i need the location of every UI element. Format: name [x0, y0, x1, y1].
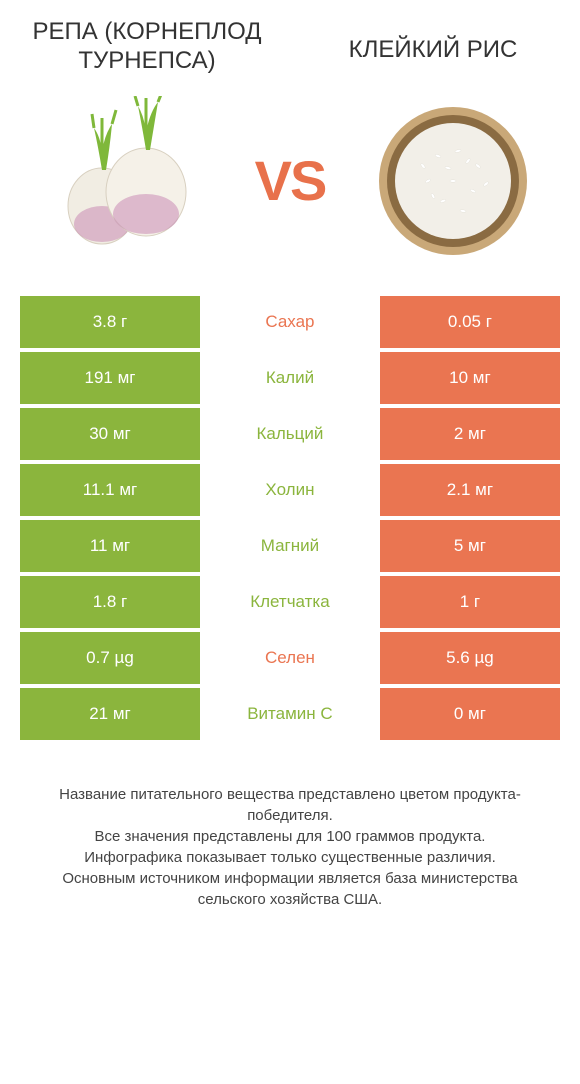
comparison-table: 3.8 гСахар0.05 г191 мгКалий10 мг30 мгКал…: [0, 296, 580, 740]
table-row: 11.1 мгХолин2.1 мг: [20, 464, 560, 516]
left-value: 191 мг: [20, 352, 200, 404]
left-value: 11.1 мг: [20, 464, 200, 516]
nutrient-label: Сахар: [200, 296, 380, 348]
right-value: 1 г: [380, 576, 560, 628]
header: РЕПА (КОРНЕПЛОД ТУРНЕПСА) КЛЕЙКИЙ РИС: [0, 0, 580, 86]
table-row: 191 мгКалий10 мг: [20, 352, 560, 404]
nutrient-label: Холин: [200, 464, 380, 516]
turnip-icon: [42, 96, 212, 266]
rice-bowl-icon: [368, 96, 538, 266]
right-value: 2.1 мг: [380, 464, 560, 516]
left-food-title: РЕПА (КОРНЕПЛОД ТУРНЕПСА): [30, 18, 264, 76]
nutrient-label: Магний: [200, 520, 380, 572]
right-value: 2 мг: [380, 408, 560, 460]
nutrient-label: Витамин C: [200, 688, 380, 740]
left-value: 1.8 г: [20, 576, 200, 628]
table-row: 11 мгМагний5 мг: [20, 520, 560, 572]
right-value: 0.05 г: [380, 296, 560, 348]
footer-note: Название питательного вещества представл…: [0, 744, 580, 910]
right-value: 5.6 µg: [380, 632, 560, 684]
left-value: 3.8 г: [20, 296, 200, 348]
right-value: 0 мг: [380, 688, 560, 740]
table-row: 1.8 гКлетчатка1 г: [20, 576, 560, 628]
vs-label: VS: [255, 148, 326, 213]
footer-line: Основным источником информации является …: [30, 868, 550, 910]
right-food-title: КЛЕЙКИЙ РИС: [316, 18, 550, 76]
table-row: 30 мгКальций2 мг: [20, 408, 560, 460]
nutrient-label: Кальций: [200, 408, 380, 460]
left-value: 30 мг: [20, 408, 200, 460]
nutrient-label: Клетчатка: [200, 576, 380, 628]
table-row: 3.8 гСахар0.05 г: [20, 296, 560, 348]
left-value: 0.7 µg: [20, 632, 200, 684]
nutrient-label: Калий: [200, 352, 380, 404]
footer-line: Инфографика показывает только существенн…: [30, 847, 550, 868]
table-row: 21 мгВитамин C0 мг: [20, 688, 560, 740]
right-value: 10 мг: [380, 352, 560, 404]
right-value: 5 мг: [380, 520, 560, 572]
left-value: 11 мг: [20, 520, 200, 572]
table-row: 0.7 µgСелен5.6 µg: [20, 632, 560, 684]
footer-line: Все значения представлены для 100 граммо…: [30, 826, 550, 847]
nutrient-label: Селен: [200, 632, 380, 684]
left-value: 21 мг: [20, 688, 200, 740]
footer-line: Название питательного вещества представл…: [30, 784, 550, 826]
images-row: VS: [0, 86, 580, 296]
